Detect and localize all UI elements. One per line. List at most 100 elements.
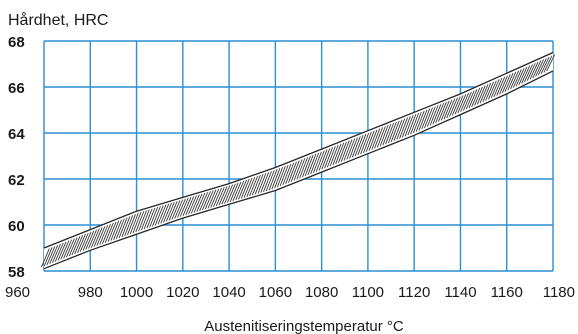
band-hatch-line xyxy=(518,66,528,86)
band-hatch-line xyxy=(479,84,489,104)
band-hatch-line xyxy=(129,212,139,235)
band-hatch-line xyxy=(43,247,53,267)
band-hatch-line xyxy=(357,133,367,156)
band-hatch-line xyxy=(307,153,317,176)
band-hatch-line xyxy=(265,170,275,192)
band-hatch-line xyxy=(435,103,445,124)
band-hatch-line xyxy=(290,160,300,182)
band-hatch-line xyxy=(177,198,186,218)
band-hatch-line xyxy=(349,137,358,159)
band-hatch-line xyxy=(310,152,320,175)
band-hatch-line xyxy=(543,55,553,73)
band-hatch-line xyxy=(107,221,117,242)
band-hatch-line xyxy=(165,201,175,222)
band-hatch-line xyxy=(476,85,486,105)
band-hatch-line xyxy=(57,241,67,261)
band-hatch-line xyxy=(365,130,375,152)
x-tick-label: 1140 xyxy=(444,284,476,301)
band-hatch-line xyxy=(540,56,550,75)
band-hatch-line xyxy=(401,116,411,138)
band-hatch-line xyxy=(65,238,75,258)
band-hatch-line xyxy=(426,106,436,127)
band-hatch-line xyxy=(82,231,92,251)
x-tick-label: 1120 xyxy=(398,284,430,301)
band-hatch-line xyxy=(221,185,231,205)
band-hatch-line xyxy=(185,196,195,216)
band-hatch-line xyxy=(315,150,325,172)
band-hatch-line xyxy=(404,115,414,137)
x-tick-label: 1160 xyxy=(491,284,523,301)
band-hatch-line xyxy=(199,192,209,212)
band-hatch-line xyxy=(521,65,531,84)
band-hatch-line xyxy=(324,147,333,169)
x-tick-labels: 960 980 1000 1020 1040 1060 1080 1100 1120 1140 11… xyxy=(5,284,575,301)
band-hatch-line xyxy=(512,69,522,88)
hardness-band xyxy=(40,51,556,270)
band-hatch-line xyxy=(532,60,542,79)
band-hatch-line xyxy=(188,195,197,215)
band-hatch-line xyxy=(304,154,314,177)
band-hatch-line xyxy=(399,117,408,139)
band-upper-edge xyxy=(43,51,554,249)
band-hatch-line xyxy=(460,92,470,112)
band-hatch-line xyxy=(274,167,284,189)
band-hatch-line xyxy=(174,199,184,219)
band-hatch-line xyxy=(46,246,56,266)
band-hatch-line xyxy=(235,180,245,201)
band-hatch-line xyxy=(410,112,420,135)
band-lower-edge xyxy=(43,70,554,270)
band-hatch-line xyxy=(343,139,353,161)
band-hatch-line xyxy=(40,248,50,268)
band-hatch-line xyxy=(465,90,475,110)
band-hatch-line xyxy=(360,132,370,155)
band-hatch-line xyxy=(296,158,306,180)
band-hatch-line xyxy=(210,188,220,208)
band-hatch-line xyxy=(226,183,236,203)
y-tick-label: 60 xyxy=(8,218,25,235)
band-hatch-line xyxy=(249,175,259,197)
band-hatch-line xyxy=(238,179,247,200)
x-tick-label: 1100 xyxy=(352,284,384,301)
band-hatch-line xyxy=(160,203,170,224)
band-hatch-line xyxy=(482,82,492,102)
band-hatch-line xyxy=(318,149,328,171)
band-hatch-line xyxy=(393,119,403,141)
band-hatch-line xyxy=(204,190,214,210)
band-hatch-line xyxy=(446,98,456,119)
band-hatch-line xyxy=(102,223,111,244)
band-hatch-line xyxy=(443,99,453,120)
y-tick-label: 62 xyxy=(8,172,25,189)
band-hatch-line xyxy=(351,136,361,158)
band-hatch-line xyxy=(260,172,270,193)
band-hatch-line xyxy=(374,127,383,149)
band-hatch-line xyxy=(415,110,425,132)
band-hatch-line xyxy=(504,72,514,92)
band-hatch-line xyxy=(524,64,533,83)
band-hatch-line xyxy=(224,184,234,204)
band-hatch-line xyxy=(490,79,500,99)
band-hatch-line xyxy=(271,168,281,190)
band-hatch-line xyxy=(440,100,450,121)
y-tick-label: 64 xyxy=(8,126,25,143)
band-hatch-line xyxy=(163,202,172,223)
band-hatch-line xyxy=(52,243,61,263)
band-hatch-line xyxy=(382,123,392,146)
band-hatch-line xyxy=(276,165,286,188)
band-hatch-line xyxy=(152,206,161,227)
band-hatch-line xyxy=(124,215,134,237)
band-hatch-line xyxy=(138,210,147,232)
band-hatch-line xyxy=(257,173,267,194)
band-hatch-line xyxy=(499,75,508,95)
band-hatch-line xyxy=(168,201,178,221)
band-hatch-line xyxy=(501,74,511,94)
band-hatch-line xyxy=(338,141,347,163)
band-hatch-line xyxy=(90,228,100,248)
band-hatch-line xyxy=(354,135,364,157)
band-hatch-line xyxy=(146,207,156,229)
band-hatch-line xyxy=(407,114,417,136)
band-hatch-line xyxy=(140,209,150,231)
x-tick-label: 980 xyxy=(78,284,103,301)
band-hatch-line xyxy=(149,206,159,228)
y-axis-title: Hårdhet, HRC xyxy=(8,11,108,29)
